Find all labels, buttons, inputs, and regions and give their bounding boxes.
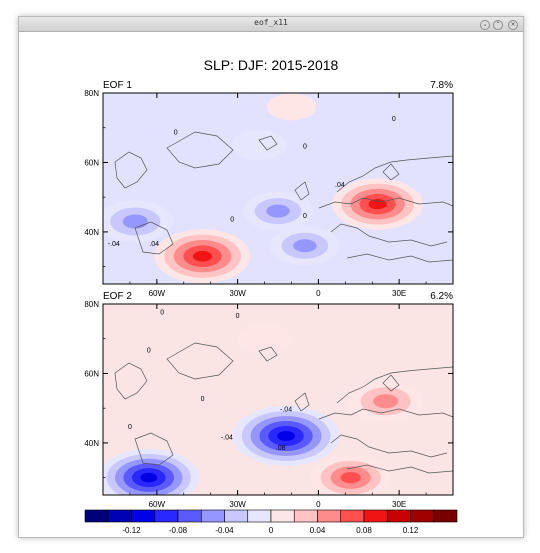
eof1-contour-label-4: 0 bbox=[303, 213, 307, 220]
colorbar-swatch-8 bbox=[270, 509, 295, 523]
eof2-anomaly-1-level-5 bbox=[140, 472, 158, 483]
eof1-field: 0 0 0 0 0 -.04 .04 .04 bbox=[103, 93, 453, 284]
eof1-contour-label-3: 0 bbox=[230, 216, 234, 223]
eof1-contour-label-6: .04 bbox=[149, 241, 159, 248]
colorbar-label-5: 0.08 bbox=[356, 526, 372, 535]
eof2-field: 0 0 0 0 0 -.04 -.04 .08 bbox=[103, 304, 453, 495]
colorbar-swatch-3 bbox=[154, 509, 179, 523]
maximize-button[interactable]: ⌃ bbox=[493, 20, 503, 30]
eof2-anomaly-3 bbox=[310, 455, 391, 495]
eof1-anomaly-6-level-0 bbox=[266, 93, 317, 121]
colorbar-label-6: 0.12 bbox=[403, 526, 419, 535]
eof2-contour-label-1: 0 bbox=[236, 313, 240, 320]
colorbar-swatch-13 bbox=[386, 509, 411, 523]
colorbar-label-3: 0 bbox=[269, 526, 274, 535]
colorbar-swatch-15 bbox=[433, 509, 458, 523]
eof1-anomaly-4-level-2 bbox=[293, 239, 317, 253]
eof2-contour-label-4: 0 bbox=[128, 424, 132, 431]
eof1-anomaly-1-level-4 bbox=[368, 199, 387, 210]
colorbar-swatch-5 bbox=[200, 509, 225, 523]
eof2-ytick-label-2: 80N bbox=[84, 300, 99, 309]
eof1-contour-label-7: .04 bbox=[335, 182, 345, 189]
eof2-contour-label-7: .08 bbox=[276, 445, 286, 452]
eof2-coastlines bbox=[114, 342, 453, 474]
minimize-button[interactable]: ⌄ bbox=[480, 20, 490, 30]
eof2-xtick-label-3: 30E bbox=[392, 500, 406, 509]
figure-svg: SLP: DJF: 2015-2018 EOF 1 7.8% bbox=[84, 57, 458, 535]
eof2-panel: EOF 2 6.2% bbox=[84, 291, 454, 509]
colorbar-swatch-7 bbox=[247, 509, 272, 523]
eof2-contour-label-6: -.04 bbox=[221, 434, 233, 441]
eof1-xtick-label-3: 30E bbox=[392, 289, 406, 298]
eof2-contour-label-3: 0 bbox=[201, 396, 205, 403]
eof2-anomaly-0-level-5 bbox=[277, 430, 295, 441]
eof1-anomaly-3 bbox=[243, 191, 313, 231]
eof1-coastlines bbox=[114, 131, 453, 263]
eof2-title: EOF 2 bbox=[103, 291, 132, 302]
eof1-anomaly-5-level-0 bbox=[231, 130, 287, 161]
eof-x11-window: eof_x11 ⌄ ⌃ × SLP: DJF: 2015-2018 EOF 1 … bbox=[18, 16, 524, 538]
colorbar-label-2: -0.04 bbox=[215, 526, 234, 535]
eof2-ytick-label-0: 40N bbox=[84, 439, 99, 448]
eof2-xtick-label-1: 30W bbox=[229, 500, 246, 509]
plot-canvas: SLP: DJF: 2015-2018 EOF 1 7.8% bbox=[19, 32, 523, 537]
colorbar-swatch-9 bbox=[293, 509, 318, 523]
eof2-anomaly-4 bbox=[237, 323, 292, 354]
colorbar-swatch-12 bbox=[363, 509, 388, 523]
eof1-anomaly-4 bbox=[269, 226, 340, 266]
eof2-anomaly-2 bbox=[348, 380, 424, 423]
colorbar-swatch-14 bbox=[410, 509, 435, 523]
eof1-anomaly-0-level-4 bbox=[193, 250, 213, 262]
eof2-anomaly-3-level-3 bbox=[340, 472, 361, 484]
colorbar-label-0: -0.12 bbox=[122, 526, 141, 535]
eof1-ytick-label-2: 80N bbox=[84, 89, 99, 98]
eof2-frame bbox=[102, 303, 454, 496]
eof2-contour-label-0: 0 bbox=[160, 309, 164, 316]
eof1-anomaly-6 bbox=[266, 93, 317, 121]
colorbar-label-1: -0.08 bbox=[169, 526, 188, 535]
close-button[interactable]: × bbox=[508, 20, 518, 30]
eof1-variance: 7.8% bbox=[430, 80, 453, 91]
eof1-panel: EOF 1 7.8% bbox=[84, 80, 454, 298]
eof2-anomaly-2-level-2 bbox=[373, 394, 399, 409]
eof1-anomaly-0 bbox=[154, 229, 251, 284]
eof1-anomaly-5 bbox=[231, 130, 287, 161]
eof1-ytick-label-0: 40N bbox=[84, 228, 99, 237]
eof1-xtick-label-0: 60W bbox=[149, 289, 166, 298]
colorbar-swatch-2 bbox=[131, 509, 156, 523]
eof2-xtick-label-0: 60W bbox=[149, 500, 166, 509]
eof2-contour-label-2: 0 bbox=[147, 348, 151, 355]
figure-title: SLP: DJF: 2015-2018 bbox=[204, 57, 339, 73]
eof1-contour-label-2: 0 bbox=[392, 116, 396, 123]
eof1-frame bbox=[102, 92, 454, 285]
eof1-title: EOF 1 bbox=[103, 80, 132, 91]
eof2-anomaly-4-level-0 bbox=[237, 323, 292, 354]
eof1-anomaly-1 bbox=[332, 178, 424, 230]
colorbar-swatch-1 bbox=[107, 509, 132, 523]
colorbar-swatch-0 bbox=[84, 509, 109, 523]
eof1-anomaly-3-level-2 bbox=[266, 204, 290, 218]
eof2-anomaly-1 bbox=[103, 449, 200, 495]
colorbar-swatch-11 bbox=[340, 509, 365, 523]
eof2-xtick-label-2: 0 bbox=[316, 500, 321, 509]
eof2-variance: 6.2% bbox=[430, 291, 453, 302]
eof1-contour-label-1: 0 bbox=[303, 144, 307, 151]
colorbar-label-4: 0.04 bbox=[310, 526, 326, 535]
window-title: eof_x11 bbox=[254, 18, 288, 27]
eof1-anomaly-2-level-2 bbox=[122, 214, 148, 229]
eof1-contour-label-0: 0 bbox=[174, 130, 178, 137]
eof1-ytick-label-1: 60N bbox=[84, 158, 99, 167]
colorbar-swatch-6 bbox=[224, 509, 249, 523]
eof2-contour-label-5: -.04 bbox=[280, 407, 292, 414]
eof1-anomaly-2 bbox=[103, 200, 173, 243]
eof1-xtick-label-2: 0 bbox=[316, 289, 321, 298]
colorbar-swatch-10 bbox=[317, 509, 342, 523]
eof2-anomaly-0 bbox=[232, 405, 340, 466]
eof1-contour-label-5: -.04 bbox=[108, 241, 120, 248]
colorbar-swatch-4 bbox=[177, 509, 202, 523]
eof2-ytick-label-1: 60N bbox=[84, 369, 99, 378]
eof1-xtick-label-1: 30W bbox=[229, 289, 246, 298]
colorbar: -0.12 -0.08 -0.04 0 0.04 0.08 0.12 bbox=[84, 509, 458, 535]
window-titlebar[interactable]: eof_x11 ⌄ ⌃ × bbox=[19, 17, 523, 32]
